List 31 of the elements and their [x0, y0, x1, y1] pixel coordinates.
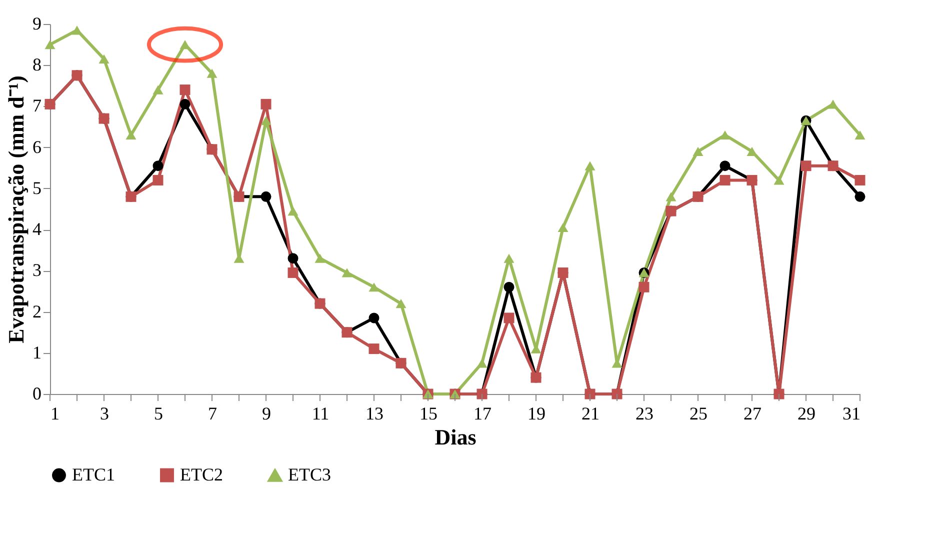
y-tick-label: 4 [32, 219, 42, 240]
y-tick-label: 8 [32, 54, 42, 75]
x-tick-label: 3 [100, 404, 109, 424]
y-tick-label: 3 [32, 260, 42, 280]
x-tick-label: 7 [208, 404, 217, 424]
legend-label: ETC3 [288, 464, 331, 485]
x-tick-label: 19 [528, 404, 546, 424]
x-tick-label: 27 [744, 404, 762, 424]
legend-label: ETC2 [180, 464, 223, 484]
x-tick-label: 5 [154, 404, 163, 424]
x-tick-label: 25 [690, 404, 708, 424]
y-tick-label: 2 [32, 301, 42, 322]
legend-label: ETC1 [72, 464, 115, 484]
x-tick-label: 17 [474, 404, 492, 424]
x-tick-label: 21 [582, 404, 600, 424]
x-tick-label: 31 [842, 404, 860, 424]
y-axis-title: Evapotranspiração (mm d⁻¹) [4, 76, 28, 344]
x-tick-label: 1 [50, 404, 60, 424]
y-tick-label: 7 [32, 96, 42, 116]
x-axis-title: Dias [434, 424, 477, 450]
y-tick-label: 1 [32, 342, 42, 362]
y-tick-label: 0 [32, 384, 42, 404]
x-tick-label: 23 [636, 404, 654, 424]
x-tick-label: 11 [312, 404, 330, 424]
x-tick-label: 15 [420, 404, 438, 424]
x-tick-label: 9 [262, 404, 271, 424]
y-tick-label: 6 [32, 136, 42, 157]
y-tick-label: 9 [32, 14, 42, 34]
x-tick-label: 29 [798, 404, 816, 424]
x-tick-label: 13 [366, 404, 384, 424]
y-tick-label: 5 [32, 178, 42, 198]
